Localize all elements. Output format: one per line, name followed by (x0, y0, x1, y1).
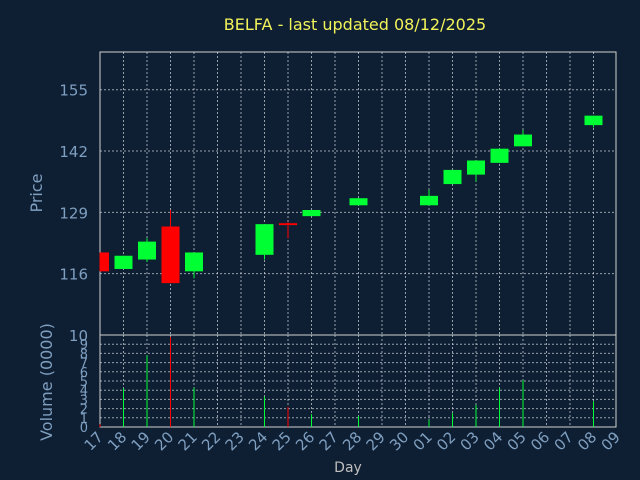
candle-body (443, 169, 462, 185)
x-axis-label: Day (334, 460, 362, 476)
x-tick-label: 09 (598, 428, 624, 454)
x-tick-label: 22 (198, 428, 224, 454)
candle-body (279, 223, 297, 226)
volume-tick-label: 8 (80, 347, 88, 362)
volume-axis-label: Volume (0000) (37, 323, 56, 441)
volume-panel (99, 334, 617, 428)
price-tick-label: 155 (59, 82, 88, 100)
x-tick-label: 25 (269, 428, 295, 454)
x-tick-label: 20 (151, 428, 177, 454)
candle-body (185, 252, 203, 272)
price-tick-label: 116 (59, 266, 88, 284)
x-tick-label: 02 (433, 428, 459, 454)
candle-body (420, 195, 438, 206)
candle-body (255, 224, 274, 255)
volume-tick-label: 5 (80, 375, 88, 390)
x-tick-label: 04 (480, 428, 506, 454)
x-tick-label: 08 (574, 428, 600, 454)
x-tick-label: 05 (504, 428, 530, 454)
candle-body (161, 226, 180, 284)
volume-tick-label: 6 (80, 366, 88, 381)
volume-tick-label: 0 (80, 421, 88, 436)
x-tick-label: 18 (104, 428, 130, 454)
x-tick-label: 30 (386, 428, 412, 454)
candle-body (349, 198, 368, 206)
candle-body (114, 255, 133, 269)
price-tick-label: 129 (59, 204, 88, 222)
price-tick-label: 142 (59, 143, 88, 161)
candle-body (100, 252, 109, 272)
x-tick-label: 29 (363, 428, 389, 454)
chart-title: BELFA - last updated 08/12/2025 (224, 15, 486, 34)
x-tick-label: 21 (175, 428, 201, 454)
x-tick-label: 06 (527, 428, 553, 454)
candle-body (490, 148, 509, 163)
x-tick-label: 19 (128, 428, 154, 454)
price-panel (99, 51, 617, 336)
volume-tick-label: 7 (80, 357, 88, 372)
candle-body (584, 115, 603, 126)
x-tick-label: 23 (222, 428, 248, 454)
candle-body (514, 134, 532, 147)
candle-body (467, 160, 485, 175)
x-tick-label: 28 (339, 428, 365, 454)
x-tick-label: 27 (316, 428, 342, 454)
volume-tick-label: 4 (80, 384, 88, 399)
candle-body (302, 210, 321, 217)
price-axis-label: Price (27, 173, 46, 212)
price-tick-label: 10 (69, 327, 88, 345)
volume-tick-label: 1 (80, 412, 88, 427)
volume-tick-label: 3 (80, 393, 88, 408)
x-tick-label: 03 (457, 428, 483, 454)
x-tick-label: 24 (245, 428, 271, 454)
x-tick-label: 07 (551, 428, 577, 454)
x-tick-label: 26 (292, 428, 318, 454)
volume-tick-label: 9 (80, 338, 88, 353)
candle-body (138, 241, 156, 260)
volume-tick-label: 2 (80, 403, 88, 418)
x-tick-label: 01 (410, 428, 436, 454)
